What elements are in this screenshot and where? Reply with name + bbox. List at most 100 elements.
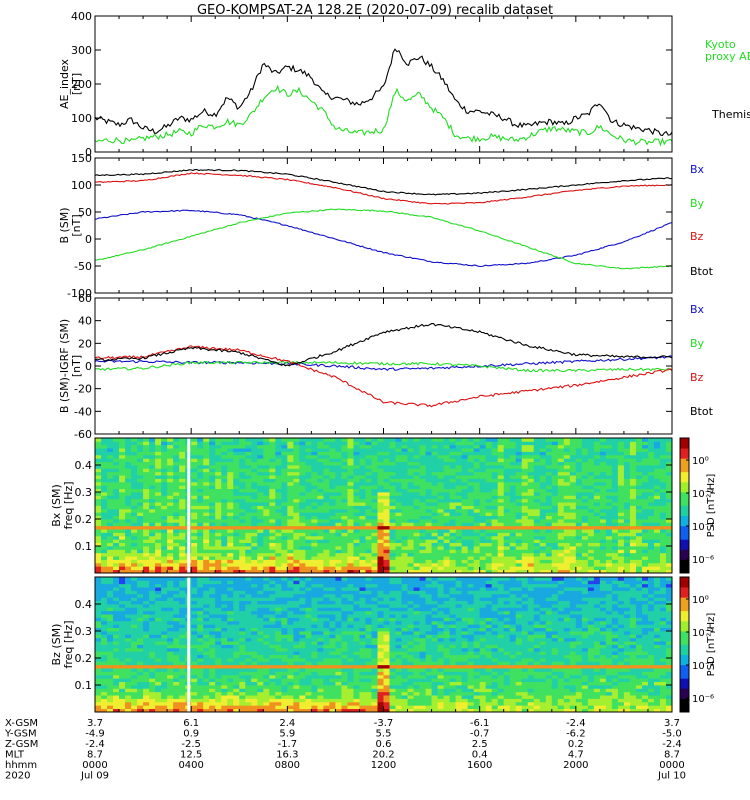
- spectrogram-cell: [341, 481, 348, 486]
- spectrogram-cell: [149, 681, 156, 686]
- spectrogram-cell: [503, 569, 511, 574]
- spectrogram-cell: [383, 438, 390, 442]
- spectrogram-cell: [287, 559, 294, 564]
- spectrogram-cell: [299, 556, 306, 560]
- spectrogram-cell: [239, 512, 246, 517]
- spectrogram-cell: [503, 444, 511, 449]
- spectrogram-cell: [665, 508, 673, 513]
- spectrogram-cell: [383, 542, 390, 547]
- spectrogram-cell: [557, 552, 565, 557]
- spectrogram-cell: [653, 515, 661, 520]
- spectrogram-cell: [563, 461, 571, 466]
- spectrogram-cell: [239, 542, 246, 547]
- spectrogram-cell: [269, 529, 276, 533]
- spectrogram-cell: [467, 549, 475, 554]
- spectrogram-cell: [179, 698, 186, 703]
- spectrogram-cell: [527, 512, 535, 517]
- spectrogram-cell: [113, 458, 120, 463]
- spectrogram-cell: [557, 468, 565, 473]
- spectrogram-cell: [527, 546, 535, 550]
- spectrogram-cell: [161, 681, 168, 686]
- spectrogram-cell: [143, 600, 150, 605]
- spectrogram-cell: [239, 552, 246, 557]
- spectrogram-cell: [551, 542, 559, 547]
- spectrogram-cell: [557, 508, 565, 513]
- spectrogram-cell: [143, 620, 150, 625]
- spectrogram-cell: [137, 593, 144, 598]
- spectrogram-cell: [353, 454, 360, 459]
- spectrogram-cell: [137, 495, 144, 500]
- spectrogram-cell: [641, 451, 649, 456]
- spectrogram-cell: [101, 465, 108, 469]
- spectrogram-cell: [473, 525, 481, 530]
- spectrogram-cell: [503, 454, 511, 459]
- spectrogram-cell: [149, 701, 156, 706]
- spectrogram-cell: [281, 549, 288, 554]
- spectrogram-cell: [557, 505, 565, 510]
- spectrogram-cell: [347, 485, 354, 490]
- spectrogram-cell: [209, 481, 216, 486]
- spectrogram-cell: [467, 451, 475, 456]
- spectrogram-cell: [143, 631, 150, 635]
- spectrogram-cell: [101, 593, 108, 598]
- spectrogram-cell: [455, 498, 463, 503]
- spectrogram-cell: [593, 485, 601, 490]
- spectrogram-cell: [179, 562, 186, 567]
- spectrogram-cell: [479, 522, 487, 527]
- spectrogram-cell: [179, 627, 186, 632]
- spectrogram-cell: [527, 438, 535, 442]
- spectrogram-cell: [95, 515, 102, 520]
- spectrogram-cell: [95, 546, 102, 550]
- spectrogram-cell: [311, 495, 318, 500]
- spectrogram-cell: [233, 515, 240, 520]
- spectrogram-cell: [539, 485, 547, 490]
- spectrogram-cell: [335, 552, 342, 557]
- spectrogram-cell: [299, 539, 306, 544]
- spectrogram-cell: [395, 465, 402, 469]
- y-axis-label-line: B (SM)-IGRF (SM): [58, 319, 71, 413]
- spectrogram-cell: [461, 569, 469, 574]
- spectrogram-cell: [383, 552, 390, 557]
- spectrogram-cell: [347, 441, 354, 446]
- colorbar-segment: [680, 468, 689, 473]
- spectrogram-cell: [515, 535, 523, 540]
- spectrogram-cell: [377, 498, 384, 503]
- spectrogram-cell: [275, 458, 282, 463]
- spectrogram-cell: [653, 444, 661, 449]
- spectrogram-cell: [155, 658, 162, 662]
- spectrogram-cell: [215, 478, 222, 483]
- spectrogram-cell: [95, 600, 102, 605]
- spectrogram-cell: [371, 475, 378, 479]
- spectrogram-cell: [125, 631, 132, 635]
- spectrogram-cell: [197, 569, 204, 574]
- spectrogram-cell: [143, 590, 150, 595]
- spectrogram-cell: [569, 546, 577, 550]
- spectrogram-cell: [521, 559, 529, 564]
- spectrogram-cell: [341, 529, 348, 533]
- spectrogram-cell: [563, 498, 571, 503]
- spectrogram-cell: [575, 566, 583, 571]
- spectrogram-cell: [155, 708, 162, 713]
- spectrogram-cell: [599, 475, 607, 479]
- spectrogram-cell: [545, 569, 553, 574]
- spectrogram-cell: [533, 542, 541, 547]
- spectrogram-cell: [401, 525, 408, 530]
- spectrogram-cell: [287, 556, 294, 560]
- spectrogram-cell: [233, 549, 240, 554]
- spectrogram-cell: [227, 522, 234, 527]
- spectrogram-cell: [413, 549, 420, 554]
- spectrogram-cell: [371, 562, 378, 567]
- spectrogram-cell: [191, 471, 198, 476]
- spectrogram-cell: [143, 546, 150, 550]
- spectrogram-cell: [617, 438, 625, 442]
- spectrogram-cell: [431, 451, 438, 456]
- spectrogram-cell: [125, 438, 132, 442]
- spectrogram-cell: [149, 471, 156, 476]
- spectrogram-cell: [365, 552, 372, 557]
- spectrogram-cell: [545, 471, 553, 476]
- spectrogram-cell: [167, 515, 174, 520]
- spectrogram-cell: [419, 552, 426, 557]
- spectrogram-cell: [341, 465, 348, 469]
- spectrogram-cell: [275, 444, 282, 449]
